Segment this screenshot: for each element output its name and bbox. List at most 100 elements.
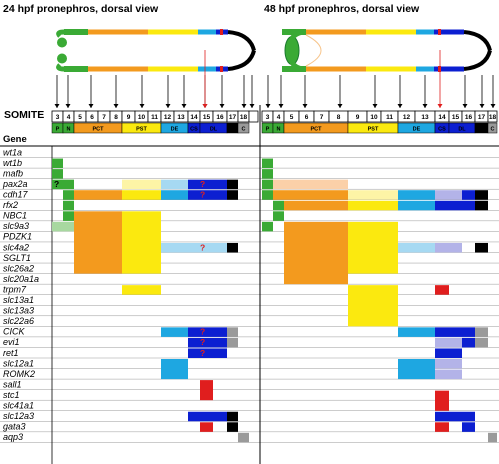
pointer-head — [181, 104, 187, 108]
expression-cell — [462, 422, 475, 432]
somite-cell — [487, 110, 498, 123]
region-label: C — [242, 127, 246, 133]
somite-number: 14 — [438, 114, 446, 121]
expression-cell — [188, 337, 227, 348]
gene-label: wt1b — [3, 158, 22, 168]
pointer-head — [437, 104, 443, 108]
region-label: PCT — [311, 127, 323, 133]
region-label: DL — [458, 127, 466, 133]
expression-cell — [488, 432, 497, 443]
pointer-head — [202, 104, 208, 108]
somite-number: 18 — [240, 114, 248, 121]
region-label: C — [491, 127, 495, 133]
region-bar-48hpf: P N PCT PST DE CS DL PD C — [261, 122, 498, 134]
expression-cell — [161, 242, 188, 253]
expression-cell — [122, 190, 161, 200]
unknown-marker: ? — [200, 327, 205, 337]
panel-title-48hpf: 48 hpf pronephros, dorsal view — [264, 3, 420, 15]
expression-cell — [200, 422, 213, 432]
expression-cell — [227, 411, 238, 422]
expression-cell — [284, 179, 348, 190]
region-bar-24hpf: P N PCT PST DE CS DL PD C — [51, 122, 250, 134]
expression-cell — [63, 179, 74, 190]
gene-label: slc13a1 — [3, 295, 34, 305]
somite-number: 3 — [56, 114, 60, 121]
gene-label: ROMK2 — [3, 369, 35, 379]
neck-curve-top — [56, 29, 65, 38]
gene-table-grid — [0, 105, 499, 464]
gene-label: mafb — [3, 168, 23, 178]
somite-number: 7 — [320, 114, 324, 121]
pointer-head — [165, 104, 171, 108]
gene-label: SGLT1 — [3, 253, 31, 263]
expression-cell — [188, 327, 227, 337]
expression-cell — [262, 169, 273, 179]
expression-cell — [52, 179, 63, 190]
expression-cell — [284, 200, 348, 211]
expression-cell — [262, 190, 273, 200]
expression-cell — [227, 190, 238, 200]
somite-number: 4 — [67, 114, 71, 121]
pronephros-schematic-24hpf — [56, 29, 256, 72]
expression-cell — [200, 380, 213, 401]
unknown-marker: ? — [54, 179, 59, 189]
gene-label: slc12a3 — [3, 411, 34, 421]
somite-number: 11 — [386, 114, 393, 121]
expression-cell — [161, 327, 188, 337]
pointer-head — [490, 104, 496, 108]
expression-cell — [273, 211, 284, 221]
expression-cell — [475, 327, 488, 337]
unknown-marker: ? — [200, 179, 205, 189]
pointer-head — [241, 104, 247, 108]
expression-cell — [435, 411, 462, 422]
expression-cell — [161, 359, 188, 380]
panel-title-24hpf: 24 hpf pronephros, dorsal view — [3, 3, 159, 15]
gene-label: sall1 — [3, 379, 22, 389]
expression-cell — [398, 242, 435, 253]
gene-label: ret1 — [3, 348, 19, 358]
neck-curve-top — [289, 29, 307, 40]
expression-cell — [284, 221, 348, 285]
pointer-head — [65, 104, 71, 108]
expression-cell — [475, 190, 488, 200]
region-label: DL — [210, 127, 218, 133]
pointer-head — [278, 104, 284, 108]
gene-label: trpm7 — [3, 284, 27, 294]
region-label: DE — [171, 127, 179, 133]
expression-cell — [435, 285, 449, 295]
pointer-head — [337, 104, 343, 108]
gene-label: PDZK1 — [3, 232, 32, 242]
glomerulus — [284, 36, 300, 65]
pointer-head — [139, 104, 145, 108]
expression-cell — [435, 390, 449, 411]
expression-cell — [435, 422, 449, 432]
pointer-head — [249, 104, 255, 108]
gene-label: stc1 — [3, 390, 20, 400]
pointer-head — [397, 104, 403, 108]
region-label: PCT — [93, 127, 105, 133]
expression-cell — [262, 179, 273, 190]
somite-segments-24hpf: 3 4 5 6 7 8 9 10 11 12 13 14 15 16 17 18 — [51, 110, 259, 123]
region-label: PST — [368, 127, 379, 133]
expression-cell — [161, 179, 188, 190]
gene-label-column: wt1awt1bmafbpax2acdh17rfx2NBC1slc9a3PDZK… — [2, 147, 39, 442]
expression-cell — [348, 221, 398, 274]
gene-label: aqp3 — [3, 432, 23, 442]
region-label: PD — [478, 127, 486, 133]
expression-cell — [188, 411, 227, 422]
expression-cell — [188, 242, 227, 253]
pointer-head — [479, 104, 485, 108]
somite-number: 17 — [478, 114, 486, 121]
gene-label: CICK — [3, 327, 25, 337]
expression-cell — [52, 221, 63, 232]
somite-number: 12 — [403, 114, 411, 121]
somite-number: 9 — [127, 114, 131, 121]
expression-cell — [188, 179, 227, 190]
pointer-head — [462, 104, 468, 108]
expression-cell — [188, 348, 227, 358]
region-label: N — [67, 127, 71, 133]
expression-cell — [435, 327, 462, 337]
expression-cells-24hpf — [52, 158, 249, 443]
somite-number: 13 — [177, 114, 185, 121]
